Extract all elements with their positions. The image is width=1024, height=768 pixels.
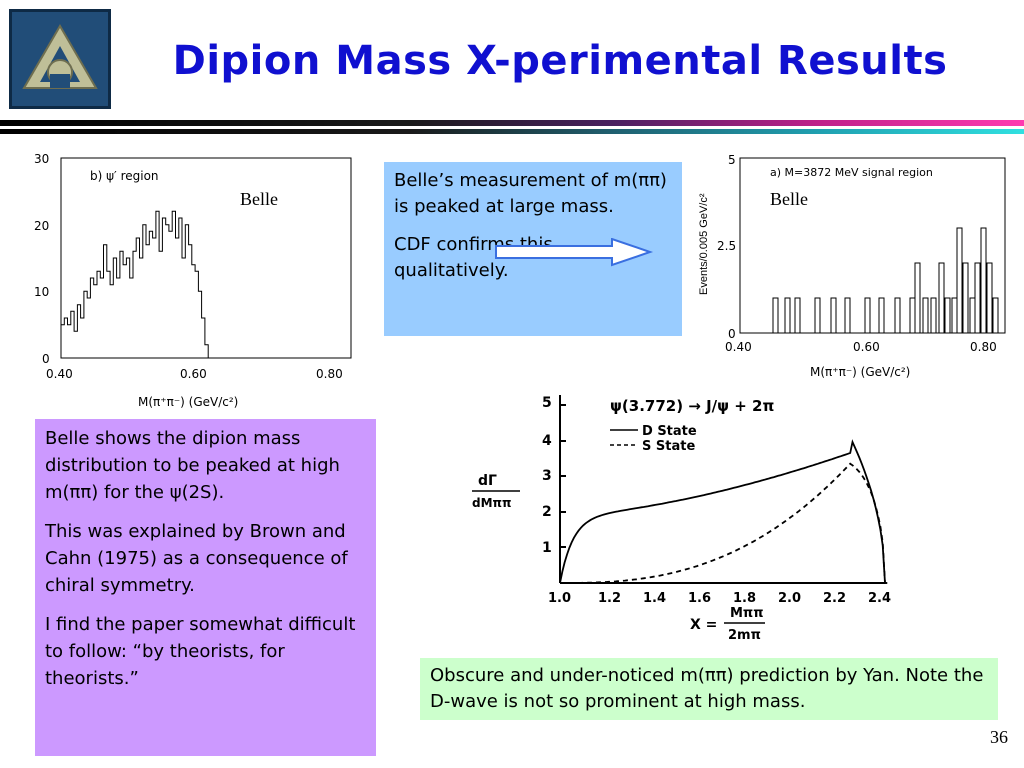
yan-ylabel-numerator: dΓ [478, 473, 497, 489]
yan-prediction-plot: ψ(3.772) → J/ψ + 2π D State S State 5 4 … [472, 395, 891, 643]
right-plot-xtick-060: 0.60 [853, 340, 880, 354]
right-plot-xtick-080: 0.80 [970, 340, 997, 354]
right-plot-bar [969, 297, 976, 334]
right-plot-bar [909, 297, 916, 334]
yan-xlabel-lhs: X = [690, 617, 717, 633]
right-plot-bar [974, 262, 981, 334]
left-plot-panel-label: b) ψ′ region [90, 169, 159, 183]
left-plot-belle-label: Belle [240, 189, 278, 209]
right-plot-bar [844, 297, 851, 334]
page-title: Dipion Mass X-perimental Results [172, 38, 948, 84]
left-plot-ytick-0: 0 [42, 352, 50, 366]
yan-xlabel-numerator: Mππ [730, 606, 764, 621]
left-plot-ytick-20: 20 [34, 219, 49, 233]
explanation-note: Belle shows the dipion mass distribution… [35, 419, 376, 756]
right-plot-bar [794, 297, 801, 334]
right-plot-panel-label: a) M=3872 MeV signal region [770, 166, 933, 179]
right-plot-xlabel: M(π⁺π⁻) (GeV/c²) [810, 365, 910, 379]
yan-ytick-2: 2 [542, 504, 552, 520]
yan-ytick-5: 5 [542, 395, 552, 411]
right-plot-bar [922, 297, 929, 334]
yan-ytick-4: 4 [542, 433, 552, 449]
yan-xtick-12: 1.2 [598, 591, 621, 606]
yan-xtick-16: 1.6 [688, 591, 711, 606]
yan-xlabel-denominator: 2mπ [728, 628, 761, 643]
yan-ylabel-denominator: dMππ [472, 496, 512, 510]
right-plot-ytick-0: 0 [728, 327, 736, 341]
yan-legend-d: D State [642, 424, 697, 439]
left-plot-histogram-line [60, 210, 218, 359]
right-plot-bar [956, 227, 963, 334]
explanation-paragraph-2: This was explained by Brown and Cahn (19… [45, 521, 348, 596]
yan-s-state-curve [560, 462, 888, 584]
yan-ytick-1: 1 [542, 540, 552, 556]
right-plot-bar [938, 262, 945, 334]
left-plot-ytick-10: 10 [34, 285, 49, 299]
yan-xtick-14: 1.4 [643, 591, 666, 606]
left-plot-frame [60, 157, 352, 359]
left-plot-ytick-30: 30 [34, 152, 49, 166]
yan-plot-axes [559, 395, 885, 584]
right-arrow-icon [495, 238, 654, 267]
right-plot-histogram-bars [772, 227, 999, 334]
logo [9, 9, 111, 109]
yan-plot-reaction-label: ψ(3.772) → J/ψ + 2π [610, 397, 774, 415]
left-plot-xtick-060: 0.60 [180, 367, 207, 381]
belle-measurement-text: Belle’s measurement of m(ππ) is peaked a… [394, 170, 667, 217]
right-plot-frame [739, 157, 1006, 334]
right-belle-histogram: 5 2.5 0 0.40 0.60 0.80 M(π⁺π⁻) (GeV/c²) … [698, 153, 1006, 379]
right-plot-bar [980, 227, 987, 334]
right-plot-ytick-25: 2.5 [717, 239, 736, 253]
yan-xtick-22: 2.2 [823, 591, 846, 606]
right-plot-bar [992, 297, 999, 334]
explanation-paragraph-3: I find the paper somewhat difficult to f… [45, 614, 356, 689]
yan-xtick-20: 2.0 [778, 591, 801, 606]
right-plot-bar [772, 297, 779, 334]
right-plot-bar [930, 297, 937, 334]
right-plot-belle-label: Belle [770, 189, 808, 209]
yan-legend-s: S State [642, 439, 695, 454]
right-plot-bar [830, 297, 837, 334]
right-plot-bar [914, 262, 921, 334]
page-number: 36 [990, 727, 1008, 747]
right-plot-bar [962, 262, 969, 334]
right-plot-bar [944, 297, 951, 334]
left-plot-xlabel: M(π⁺π⁻) (GeV/c²) [138, 395, 238, 409]
right-plot-bar [864, 297, 871, 334]
right-plot-bar [878, 297, 885, 334]
left-belle-histogram: 30 20 10 0 0.40 0.60 0.80 M(π⁺π⁻) (GeV/c… [34, 152, 352, 409]
right-plot-ylabel: Events/0.005 GeV/c² [698, 193, 710, 295]
left-plot-xtick-080: 0.80 [316, 367, 343, 381]
right-plot-bar [951, 297, 958, 334]
title-separator-bottom [0, 129, 1024, 134]
yan-prediction-note: Obscure and under-noticed m(ππ) predicti… [420, 658, 998, 720]
right-plot-bar [986, 262, 993, 334]
explanation-paragraph-1: Belle shows the dipion mass distribution… [45, 428, 340, 503]
yan-d-state-curve [559, 439, 888, 584]
right-plot-bar [814, 297, 821, 334]
belle-measurement-note: Belle’s measurement of m(ππ) is peaked a… [384, 162, 682, 336]
yan-ytick-3: 3 [542, 468, 552, 484]
left-plot-xtick-040: 0.40 [46, 367, 73, 381]
right-plot-ytick-5: 5 [728, 153, 736, 167]
yan-xtick-18: 1.8 [733, 591, 756, 606]
yan-xtick-24: 2.4 [868, 591, 891, 606]
title-separator-top [0, 120, 1024, 126]
right-plot-xtick-040: 0.40 [725, 340, 752, 354]
right-plot-bar [894, 297, 901, 334]
yan-xtick-10: 1.0 [548, 591, 571, 606]
logo-emblem-icon [12, 12, 108, 106]
right-plot-bar [784, 297, 791, 334]
